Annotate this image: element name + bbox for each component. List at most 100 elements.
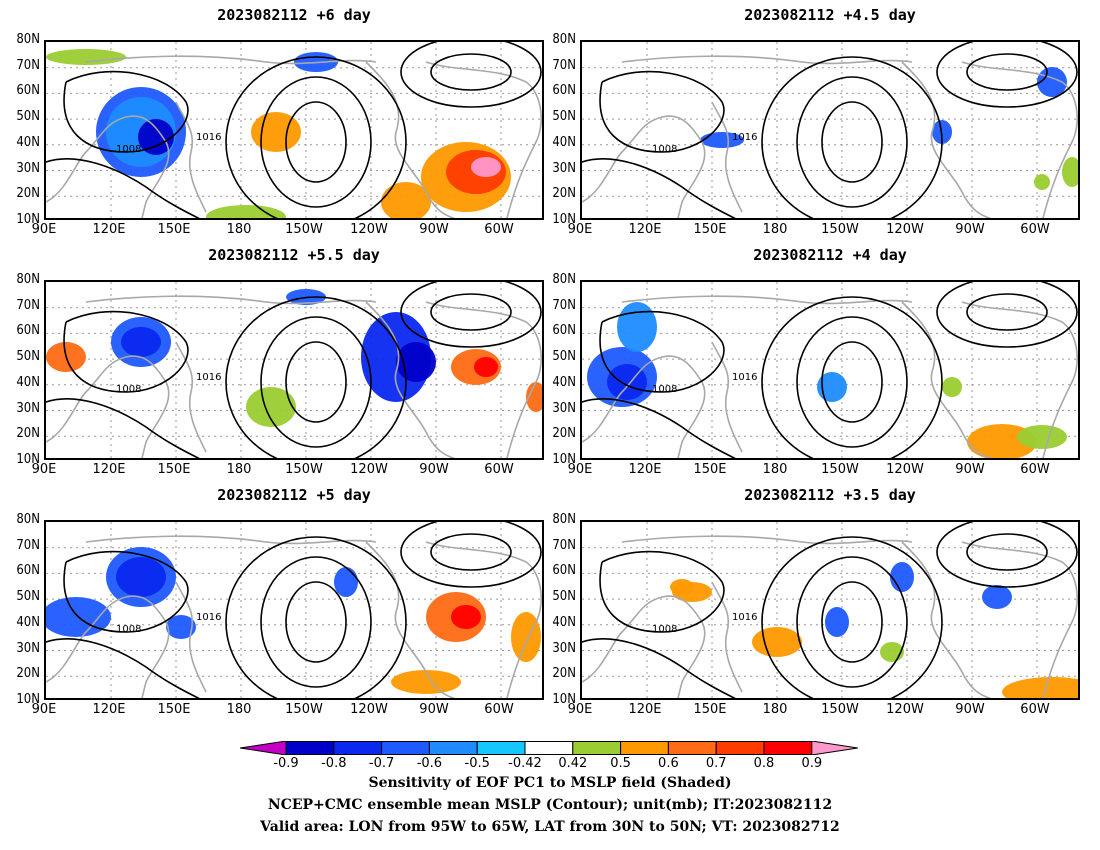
latitude-label: 40N xyxy=(552,614,576,630)
longitude-label: 120W xyxy=(886,702,924,717)
longitude-label: 120W xyxy=(886,222,924,237)
contour-label: 1016 xyxy=(196,372,221,383)
longitude-label: 180 xyxy=(762,222,788,237)
contour-label: 1016 xyxy=(196,612,221,623)
longitude-label: 90W xyxy=(955,462,985,477)
colorbar-segment xyxy=(285,741,335,755)
pressure-contour xyxy=(285,581,347,663)
longitude-label: 120W xyxy=(886,462,924,477)
pressure-contour xyxy=(599,310,725,393)
pressure-contour xyxy=(599,70,725,153)
colorbar-segment xyxy=(667,741,717,755)
longitude-label: 60W xyxy=(484,222,514,237)
sensitivity-shading xyxy=(46,49,126,65)
map-panel: 1016 1008 xyxy=(580,520,1080,700)
latitude-label: 50N xyxy=(16,589,40,605)
coastline xyxy=(46,115,170,218)
pressure-contour xyxy=(46,158,200,218)
longitude-label: 90W xyxy=(419,462,449,477)
longitude-label: 90E xyxy=(567,462,593,477)
coastline xyxy=(425,301,542,458)
sensitivity-shading xyxy=(396,342,436,382)
latitude-label: 30N xyxy=(16,160,40,176)
longitude-label: 60W xyxy=(484,702,514,717)
longitude-label: 120E xyxy=(92,462,126,477)
latitude-label: 30N xyxy=(16,640,40,656)
coastline xyxy=(175,101,207,213)
latitude-label: 50N xyxy=(552,109,576,125)
latitude-label: 40N xyxy=(16,134,40,150)
panel-title: 2023082112 +4.5 day xyxy=(744,6,916,24)
coastline xyxy=(621,535,913,545)
latitude-label: 60N xyxy=(16,83,40,99)
latitude-label: 70N xyxy=(16,537,40,553)
latitude-label: 20N xyxy=(16,666,40,682)
longitude-label: 150W xyxy=(285,462,323,477)
longitude-label: 180 xyxy=(226,222,252,237)
footer-line-1: Sensitivity of EOF PC1 to MSLP field (Sh… xyxy=(368,775,732,791)
latitude-label: 70N xyxy=(552,57,576,73)
latitude-label: 50N xyxy=(16,109,40,125)
longitude-label: 120E xyxy=(92,702,126,717)
colorbar-label: -0.9 xyxy=(273,756,299,771)
latitude-label: 10N xyxy=(16,692,40,707)
map-canvas: 1016 1008 xyxy=(46,522,542,698)
coastline xyxy=(711,341,743,453)
pressure-contour xyxy=(63,310,189,393)
pressure-contour xyxy=(821,581,883,663)
sensitivity-shading xyxy=(1002,677,1078,698)
pressure-contour xyxy=(796,316,908,448)
coastline xyxy=(711,581,743,693)
sensitivity-shading xyxy=(982,585,1012,609)
latitude-label: 20N xyxy=(16,186,40,202)
contour-label: 1016 xyxy=(732,612,757,623)
pressure-contour xyxy=(46,638,200,698)
colorbar-segment xyxy=(381,741,430,755)
coastline xyxy=(901,301,992,458)
coastline xyxy=(175,581,207,693)
pressure-contour xyxy=(46,398,200,458)
longitude-label: 120E xyxy=(628,702,662,717)
pressure-contour xyxy=(285,341,347,423)
longitude-label: 180 xyxy=(762,702,788,717)
longitude-label: 90W xyxy=(955,702,985,717)
coastline xyxy=(365,61,456,218)
contour-label: 1016 xyxy=(732,132,757,143)
sensitivity-shading xyxy=(942,377,962,397)
sensitivity-shading xyxy=(700,132,744,148)
longitude-label: 150W xyxy=(285,222,323,237)
sensitivity-shading xyxy=(1037,67,1067,97)
latitude-label: 40N xyxy=(552,134,576,150)
latitude-label: 80N xyxy=(552,272,576,287)
pressure-contour xyxy=(430,293,512,331)
pressure-contour xyxy=(400,522,542,588)
contour-label: 1008 xyxy=(116,144,141,155)
longitude-label: 180 xyxy=(226,462,252,477)
latitude-label: 60N xyxy=(552,323,576,339)
contour-label: 1008 xyxy=(116,384,141,395)
pressure-contour xyxy=(796,556,908,688)
map-panel: 1016 1008 xyxy=(44,280,544,460)
pressure-contour xyxy=(796,76,908,208)
contour-label: 1008 xyxy=(116,624,141,635)
colorbar-label: -0.6 xyxy=(416,756,443,771)
sensitivity-shading xyxy=(670,579,694,595)
coastline xyxy=(85,535,377,545)
colorbar-segment xyxy=(811,740,858,756)
pressure-contour xyxy=(225,296,407,458)
longitude-label: 150W xyxy=(821,462,859,477)
pressure-contour xyxy=(260,556,372,688)
coastline xyxy=(961,301,1078,458)
longitude-label: 90E xyxy=(31,462,57,477)
latitude-label: 30N xyxy=(552,160,576,176)
latitude-label: 20N xyxy=(16,426,40,442)
pressure-contour xyxy=(260,76,372,208)
colorbar-label: 0.6 xyxy=(658,756,679,771)
pressure-contour xyxy=(936,282,1078,348)
footer-line-2: NCEP+CMC ensemble mean MSLP (Contour); u… xyxy=(267,797,833,813)
panel-title: 2023082112 +5 day xyxy=(217,486,371,504)
map-canvas: 1016 1008 xyxy=(582,282,1078,458)
latitude-label: 80N xyxy=(552,32,576,47)
coastline xyxy=(46,355,170,458)
colorbar-label: 0.8 xyxy=(753,756,775,771)
